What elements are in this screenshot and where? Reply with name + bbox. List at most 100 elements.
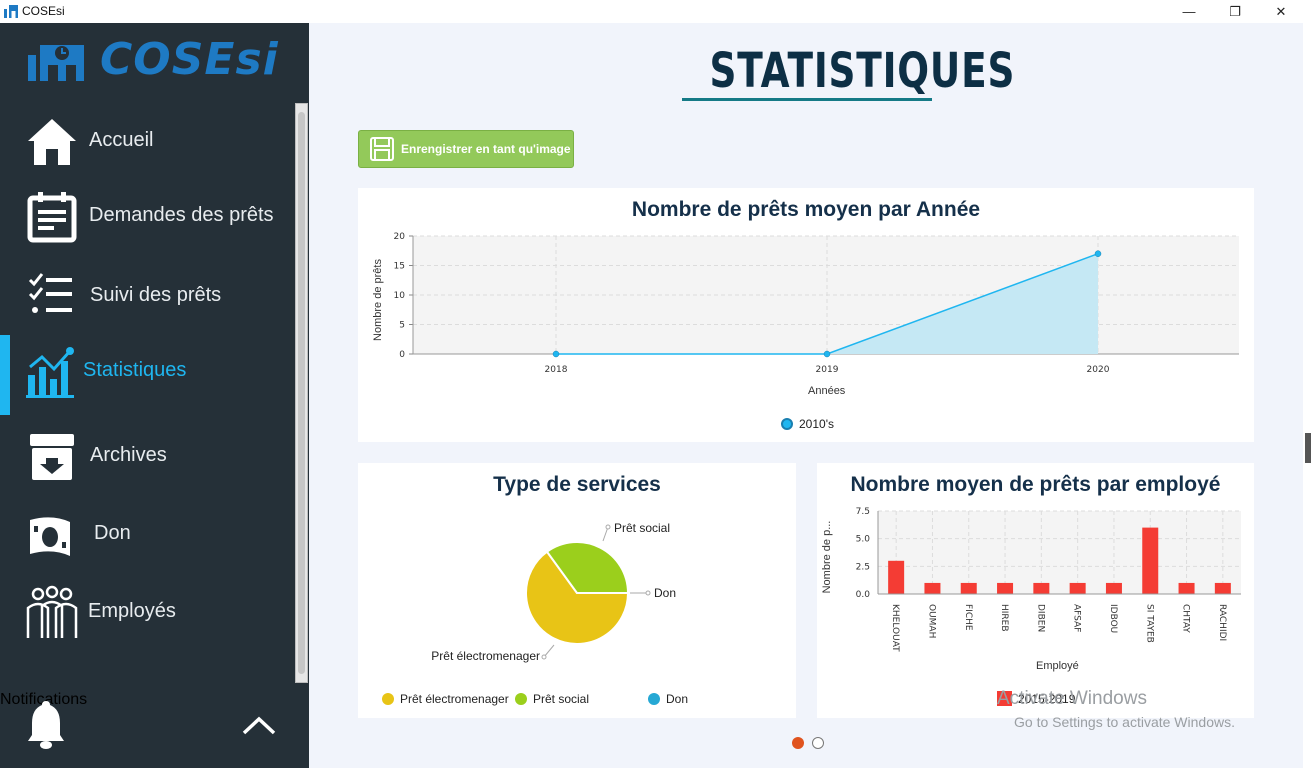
notifications-bar[interactable]: Notifications: [0, 691, 309, 761]
notifications-label: Notifications: [0, 691, 88, 708]
maximize-button[interactable]: ❐: [1229, 3, 1241, 19]
chart-panel-services: Type de services Prêt électromenager Prêt…: [358, 463, 796, 718]
sidebar-scrollbar[interactable]: [295, 103, 308, 683]
scroll-thumb[interactable]: [298, 112, 305, 674]
y-tick-label: 20: [394, 232, 406, 242]
legend-swatch: [997, 691, 1012, 706]
bar: [1105, 582, 1122, 594]
legend-swatch: [648, 693, 660, 705]
y-tick-label: 5: [399, 321, 405, 331]
main-scrollbar[interactable]: [1303, 23, 1312, 768]
pie-slice-label: Prêt électromenager: [431, 649, 540, 663]
legend-label: Don: [666, 692, 689, 706]
y-axis-title: Nombre de p...: [821, 520, 833, 594]
legend-label: 2010's: [799, 417, 834, 431]
employees-icon: [26, 585, 78, 638]
x-tick-label: FICHE: [963, 604, 973, 631]
floppy-disk-icon: [370, 137, 394, 161]
x-tick-label: 2018: [545, 365, 568, 375]
minimize-button[interactable]: —: [1182, 4, 1196, 19]
sidebar-item-demandes[interactable]: Demandes des prêts: [0, 180, 295, 250]
sidebar-item-label: Accueil: [89, 129, 154, 151]
chart-title: Nombre de prêts moyen par Année: [631, 198, 981, 221]
x-tick-label: DIBEN: [1035, 604, 1045, 632]
x-tick-label: HIREB: [999, 604, 1009, 632]
y-tick-label: 7.5: [856, 507, 870, 517]
x-tick-label: 2020: [1087, 365, 1110, 375]
pie-legend-item-2: Don: [648, 692, 688, 706]
x-tick-label: KHELOUAT: [890, 604, 900, 652]
x-tick-label: SI TAYEB: [1144, 604, 1154, 643]
pie-leader-dot: [645, 590, 651, 596]
pie-leader-dot: [605, 524, 611, 530]
y-tick-label: 10: [394, 291, 406, 301]
bar: [960, 582, 977, 594]
y-axis-title: Nombre de prêts: [372, 259, 384, 341]
sidebar-item-archives[interactable]: Archives: [0, 420, 295, 490]
y-tick-label: 0: [399, 350, 405, 360]
close-button[interactable]: ✕: [1275, 3, 1287, 19]
pie-slice: [525, 550, 630, 645]
area-chart: 0 5 10 15 20 2018 2019 2020: [394, 232, 1239, 375]
y-tick-label: 5.0: [856, 535, 871, 545]
chevron-up-icon[interactable]: [242, 715, 276, 737]
home-icon: [28, 119, 76, 165]
app-logo-icon: [4, 5, 18, 18]
data-point: [1094, 250, 1102, 257]
chart-title: Type de services: [493, 473, 661, 496]
x-tick-label: RACHIDI: [1217, 604, 1227, 641]
sidebar-item-label: Archives: [90, 444, 167, 466]
x-tick-label: AFSAF: [1072, 604, 1082, 632]
archive-icon: [30, 434, 74, 480]
bar: [1178, 582, 1195, 594]
pie-legend-item-1: Prêt social: [515, 692, 589, 706]
title-bar: COSEsi — ❐ ✕: [0, 0, 1312, 23]
data-point: [823, 350, 831, 358]
bar: [924, 582, 941, 594]
legend-label: Prêt social: [533, 692, 590, 706]
logo-icon: [28, 45, 84, 81]
chart-panel-employe: Nombre moyen de prêts par employé 0.0 2.5…: [817, 463, 1254, 718]
sidebar: COSEsi Accueil Demandes des prêts: [0, 23, 309, 768]
scroll-thumb[interactable]: [1305, 433, 1311, 463]
y-axis-title-wrap: Nombre de prêts: [358, 242, 388, 362]
legend-swatch: [781, 418, 793, 430]
pie-slice-label: Don: [654, 586, 676, 600]
sidebar-item-suivi[interactable]: Suivi des prêts: [0, 260, 295, 330]
sidebar-item-accueil[interactable]: Accueil: [0, 105, 295, 175]
y-tick-label: 0.0: [856, 590, 871, 600]
page-title: STATISTIQUES: [709, 43, 1016, 99]
sidebar-item-statistiques[interactable]: Statistiques: [0, 335, 295, 415]
pager-dot[interactable]: [812, 737, 824, 749]
sidebar-item-label: Don: [94, 522, 131, 544]
bar: [888, 560, 905, 594]
sidebar-item-don[interactable]: Don: [0, 498, 295, 568]
sidebar-item-employes[interactable]: Employés: [0, 576, 295, 646]
chart-legend: 2015-2019: [997, 691, 1075, 706]
bar: [1069, 582, 1086, 594]
save-as-image-button[interactable]: Enrengistrer en tant qu'image: [358, 130, 574, 168]
x-axis-title: Employé: [1036, 660, 1079, 672]
x-tick-label: 2019: [816, 365, 839, 375]
pie-leader-dot: [541, 654, 547, 660]
bar-chart: 0.0 2.5 5.0 7.5 KHELOUAT OUMAH FICHE HIREB DIBEN…: [856, 507, 1241, 652]
legend-swatch: [515, 693, 527, 705]
save-button-label: Enrengistrer en tant qu'image: [401, 142, 571, 156]
y-tick-label: 15: [394, 262, 405, 272]
active-indicator: [0, 335, 10, 415]
main-content: STATISTIQUES Enrengistrer en tant qu'ima…: [309, 23, 1303, 768]
plot-area: [878, 511, 1241, 594]
money-icon: [30, 517, 70, 556]
sidebar-item-label: Demandes des prêts: [89, 204, 274, 226]
series-area: [556, 253, 1098, 354]
sidebar-item-label: Employés: [88, 600, 176, 622]
x-tick-label: IDBOU: [1108, 604, 1118, 633]
bar: [1214, 582, 1231, 594]
activation-watermark-subtitle: Go to Settings to activate Windows.: [1014, 714, 1235, 730]
bar: [1033, 582, 1050, 594]
activation-watermark-title: Activate Windows: [997, 688, 1147, 709]
legend-label: Prêt électromenager: [400, 692, 509, 706]
sidebar-item-label: Suivi des prêts: [90, 284, 222, 306]
y-axis-title-wrap: Nombre de p...: [817, 507, 847, 607]
pager-dot-active[interactable]: [792, 737, 804, 749]
